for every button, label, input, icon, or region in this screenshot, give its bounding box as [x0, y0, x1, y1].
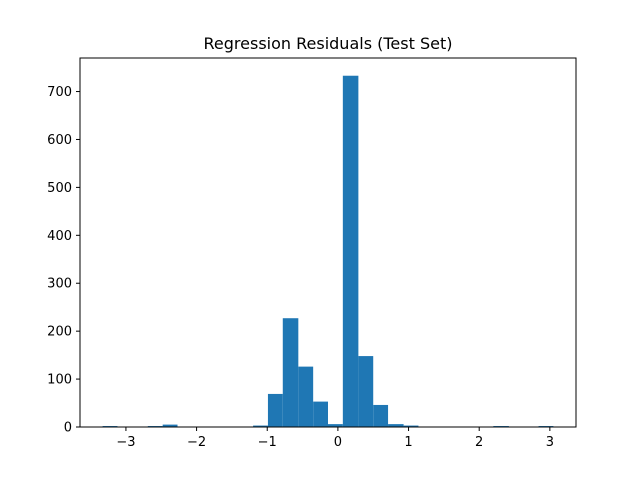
plot-frame	[79, 57, 577, 428]
x-tick-label: 2	[475, 435, 483, 450]
x-tick-label: 1	[404, 435, 412, 450]
y-tick-label: 600	[47, 133, 72, 148]
x-tick-label: −1	[258, 435, 277, 450]
histogram-bar	[373, 404, 389, 427]
y-tick-label: 200	[47, 325, 72, 340]
histogram-bar	[388, 424, 404, 427]
y-tick-label: 400	[47, 229, 72, 244]
y-tick-label: 100	[47, 373, 72, 388]
x-tick-label: −2	[187, 435, 206, 450]
y-tick-label: 0	[64, 421, 72, 436]
x-tick-label: −3	[116, 435, 135, 450]
histogram-bar	[253, 425, 268, 427]
histogram-bar	[162, 424, 178, 427]
y-axis-ticks: 0 100 200 300 400 500 600 700	[47, 85, 80, 436]
y-tick-label: 700	[47, 85, 72, 100]
histogram-bar	[342, 75, 359, 427]
histogram-bar	[328, 424, 343, 427]
x-axis-ticks: −3 −2 −1 0 1 2 3	[116, 427, 554, 450]
histogram-bar	[267, 393, 283, 427]
histogram-bar	[403, 425, 419, 427]
bars-group	[102, 75, 554, 427]
chart-title: Regression Residuals (Test Set)	[204, 34, 453, 53]
x-tick-label: 3	[546, 435, 554, 450]
histogram-bar	[282, 318, 299, 427]
histogram-bar	[313, 401, 328, 427]
x-tick-label: 0	[334, 435, 342, 450]
y-tick-label: 500	[47, 181, 72, 196]
histogram-bar	[298, 366, 314, 427]
histogram-bar	[358, 356, 374, 427]
y-tick-label: 300	[47, 277, 72, 292]
